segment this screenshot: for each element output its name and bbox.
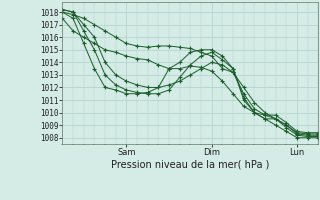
X-axis label: Pression niveau de la mer( hPa ): Pression niveau de la mer( hPa ) [111,160,269,170]
